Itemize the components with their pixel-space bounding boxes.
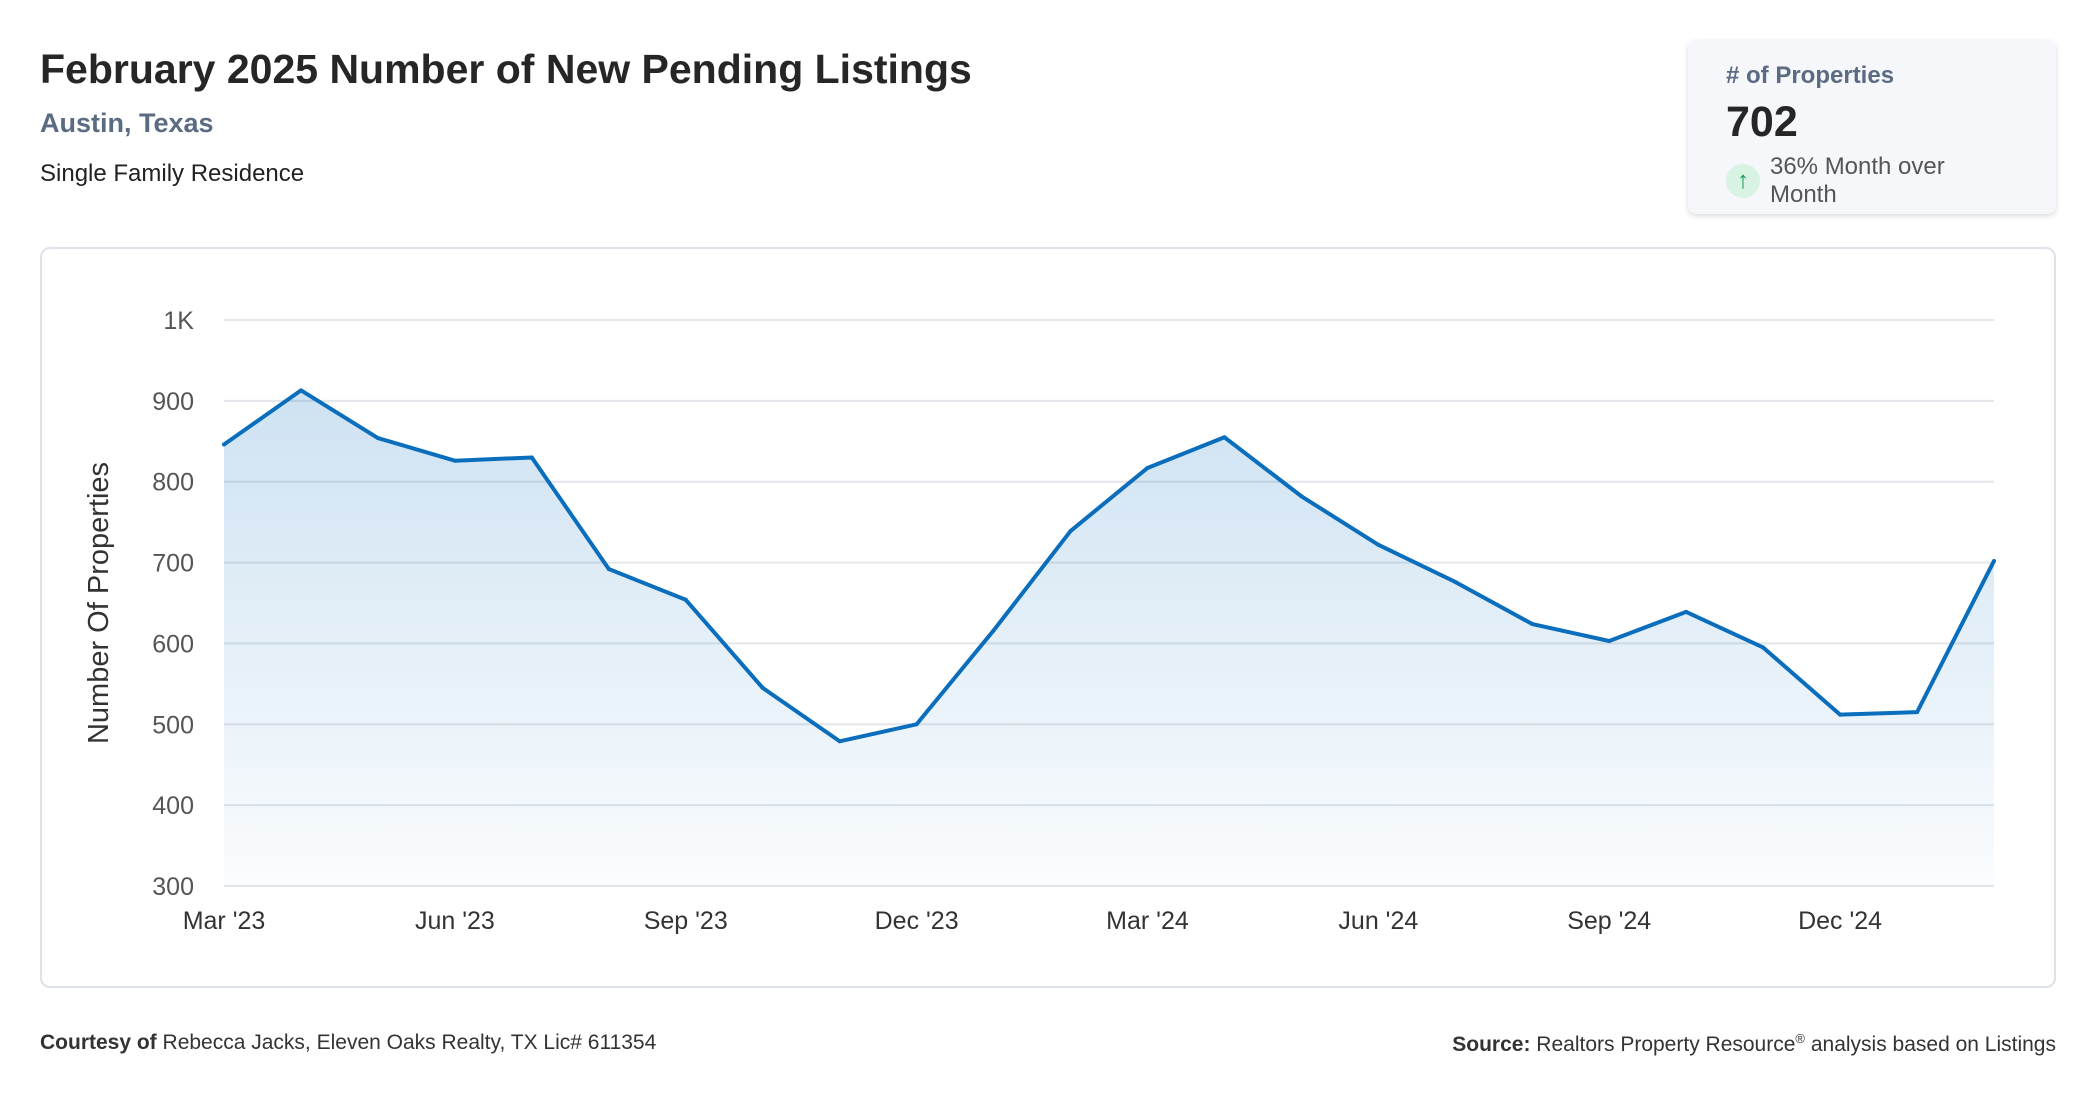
data-point bbox=[1915, 710, 1920, 715]
data-point bbox=[1992, 558, 1996, 563]
series-line bbox=[222, 388, 1996, 744]
data-point bbox=[760, 685, 765, 690]
x-tick-label: Sep '24 bbox=[1567, 907, 1651, 935]
courtesy-note: Courtesy of Rebecca Jacks, Eleven Oaks R… bbox=[40, 1031, 656, 1055]
data-point bbox=[1145, 465, 1150, 470]
x-tick-label: Jun '23 bbox=[415, 907, 495, 935]
courtesy-label: Courtesy of bbox=[40, 1031, 157, 1054]
data-point bbox=[1607, 639, 1612, 644]
y-tick-label: 1K bbox=[163, 307, 194, 335]
area-chart: 300 400 500 600 700 800 900 1K Mar '23 Jun '23 Sep… bbox=[83, 307, 1996, 935]
y-tick-label: 900 bbox=[152, 388, 194, 416]
data-point bbox=[298, 388, 303, 393]
data-point bbox=[1838, 712, 1843, 717]
y-tick-label: 300 bbox=[152, 873, 194, 901]
courtesy-text: Rebecca Jacks, Eleven Oaks Realty, TX Li… bbox=[162, 1031, 657, 1054]
data-point bbox=[914, 722, 919, 727]
arrow-up-icon: ↑ bbox=[1726, 164, 1760, 198]
x-tick-label: Mar '24 bbox=[1106, 907, 1189, 935]
x-tick-label: Dec '23 bbox=[875, 907, 959, 935]
y-tick-label: 400 bbox=[152, 792, 194, 820]
data-point bbox=[837, 739, 842, 744]
data-point bbox=[222, 442, 226, 447]
data-point bbox=[991, 628, 996, 633]
location-subtitle: Austin, Texas bbox=[40, 108, 214, 138]
x-tick-label: Mar '23 bbox=[183, 907, 266, 935]
y-tick-label: 500 bbox=[152, 711, 194, 739]
page-title: February 2025 Number of New Pending List… bbox=[40, 46, 972, 92]
data-point bbox=[1684, 609, 1689, 614]
data-point bbox=[1068, 529, 1073, 534]
data-point bbox=[683, 597, 688, 602]
y-tick-label: 600 bbox=[152, 630, 194, 658]
y-tick-label: 800 bbox=[152, 469, 194, 497]
y-tick-label: 700 bbox=[152, 550, 194, 578]
data-point bbox=[1222, 435, 1227, 440]
area-fill bbox=[224, 390, 1994, 886]
kpi-value: 702 bbox=[1726, 98, 1798, 146]
data-point bbox=[529, 455, 534, 460]
kpi-card: # of Properties 702 ↑ 36% Month over Mon… bbox=[1688, 40, 2056, 214]
data-point bbox=[1761, 645, 1766, 650]
data-point bbox=[606, 567, 611, 572]
x-tick-label: Jun '24 bbox=[1338, 907, 1418, 935]
data-point bbox=[375, 436, 380, 441]
data-point bbox=[452, 458, 457, 463]
source-note: Source: Realtors Property Resource® anal… bbox=[1452, 1031, 2056, 1057]
x-tick-label: Dec '24 bbox=[1798, 907, 1882, 935]
data-point bbox=[1376, 542, 1381, 547]
kpi-label: # of Properties bbox=[1726, 62, 1895, 89]
registered-mark: ® bbox=[1795, 1031, 1805, 1046]
x-tick-label: Sep '23 bbox=[644, 907, 728, 935]
property-type: Single Family Residence bbox=[40, 160, 305, 187]
kpi-change: 36% Month over Month bbox=[1769, 153, 1945, 208]
data-point bbox=[1299, 494, 1304, 499]
data-point bbox=[1530, 622, 1535, 627]
chart-card: 300 400 500 600 700 800 900 1K Mar '23 Jun '23 Sep… bbox=[40, 247, 2056, 988]
source-tail: analysis based on Listings bbox=[1805, 1033, 2056, 1056]
source-label: Source: bbox=[1452, 1033, 1531, 1056]
y-axis-title: Number Of Properties bbox=[83, 462, 115, 744]
source-text: Realtors Property Resource bbox=[1536, 1033, 1796, 1056]
data-point bbox=[1453, 579, 1458, 584]
